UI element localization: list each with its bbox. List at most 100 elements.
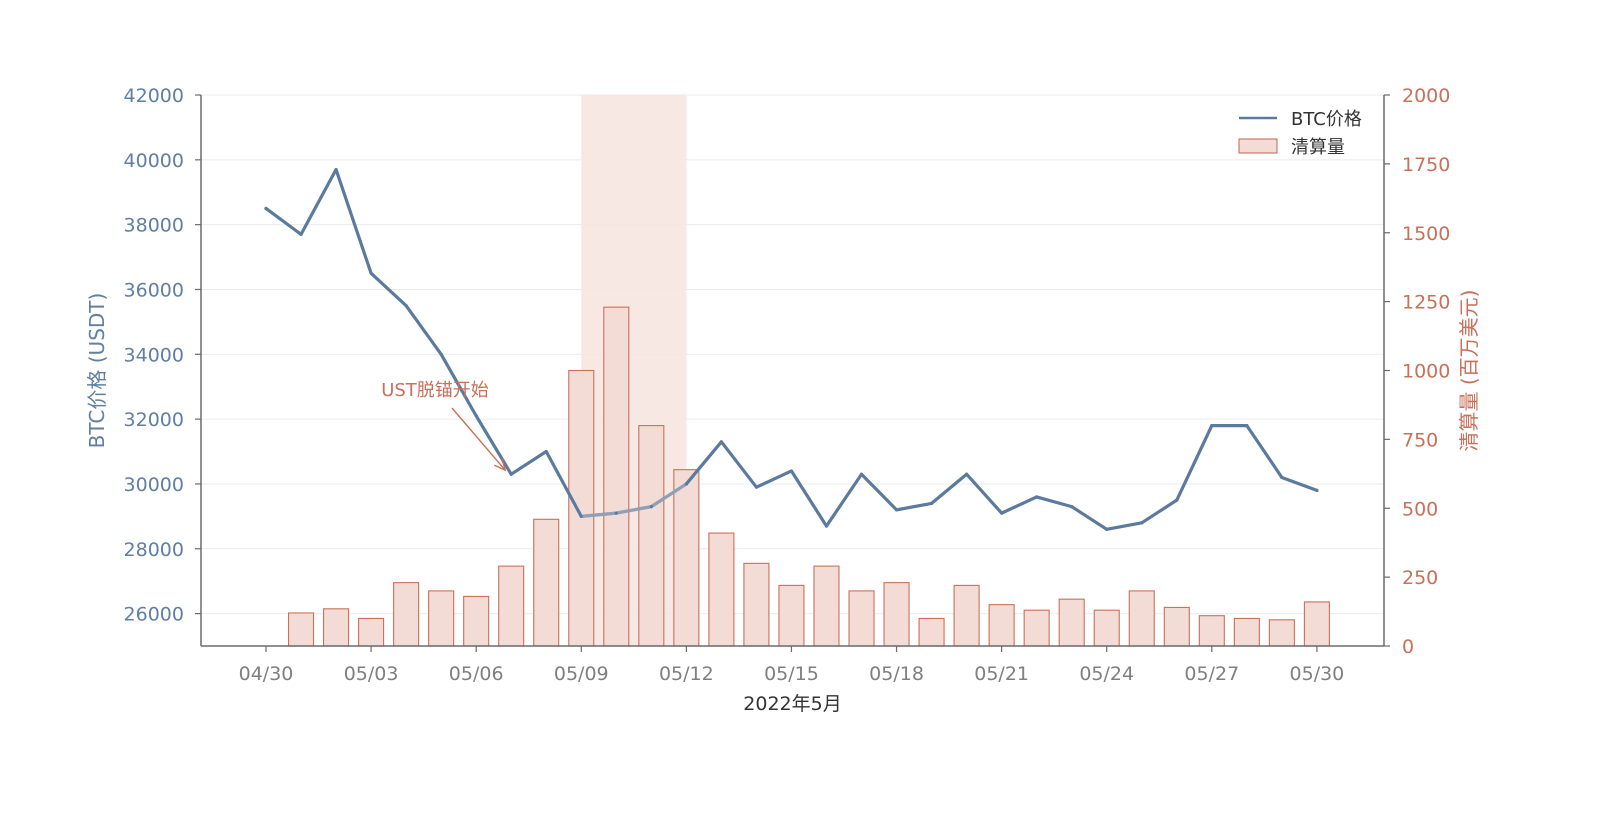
btc-price-point — [965, 472, 969, 476]
y-axis-left-title: BTC价格 (USDT) — [85, 293, 109, 449]
right-tick-label: 250 — [1402, 567, 1438, 589]
x-axis-title: 2022年5月 — [743, 693, 841, 715]
liquidation-bar — [533, 518, 560, 647]
liquidation-bar — [988, 604, 1015, 647]
btc-price-point — [719, 440, 723, 444]
x-tick-label: 05/12 — [659, 663, 714, 685]
legend-bar-swatch — [1238, 138, 1278, 154]
annotation-label: UST脱锚开始 — [381, 380, 489, 401]
legend-label-btc: BTC价格 — [1291, 109, 1362, 130]
btc-price-point — [439, 352, 443, 356]
liquidation-bar — [1163, 606, 1190, 647]
btc-price-point — [299, 232, 303, 236]
liquidation-bar — [323, 608, 350, 647]
btc-price-point — [579, 514, 583, 518]
liquidation-bar — [673, 469, 700, 647]
liquidation-bar — [498, 565, 525, 647]
btc-price-point — [1035, 495, 1039, 499]
right-tick-label: 1000 — [1402, 361, 1450, 383]
right-tick-label: 1750 — [1402, 154, 1450, 176]
btc-price-point — [509, 472, 513, 476]
btc-price-point — [929, 501, 934, 505]
btc-price-point — [404, 304, 408, 308]
liquidation-bar — [883, 582, 910, 647]
liquidation-bar — [708, 532, 735, 647]
x-tick-label: 05/15 — [764, 663, 819, 685]
btc-price-point — [544, 449, 548, 454]
liquidation-bar — [287, 612, 315, 647]
liquidation-bar — [393, 582, 420, 647]
liquidation-bar — [953, 584, 980, 647]
annotation-arrow-shaft — [451, 407, 506, 471]
liquidation-bar — [463, 595, 490, 647]
btc-price-point — [334, 167, 338, 172]
btc-price-point — [1245, 424, 1249, 428]
liquidation-bar — [1198, 615, 1225, 647]
left-tick-label: 32000 — [124, 409, 184, 431]
x-tick-label: 05/30 — [1290, 663, 1345, 685]
annotation-arrow-head — [493, 458, 507, 472]
liquidation-bar — [1268, 619, 1295, 647]
x-tick-label: 04/30 — [239, 663, 294, 685]
left-tick-label: 30000 — [124, 474, 184, 496]
right-tick-label: 1250 — [1402, 292, 1450, 314]
btc-price-point — [684, 482, 688, 486]
liquidation-bar — [743, 562, 770, 647]
btc-price-point — [1280, 475, 1284, 480]
x-tick-label: 05/21 — [974, 663, 1029, 685]
btc-price-point — [859, 472, 864, 476]
btc-price-point — [369, 271, 373, 275]
btc-price-point — [474, 414, 478, 418]
liquidation-bar — [848, 590, 875, 647]
right-tick-label: 500 — [1402, 498, 1438, 520]
btc-price-point — [824, 524, 829, 528]
btc-price-point — [1000, 511, 1004, 515]
btc-price-line-highlight-overlay — [581, 482, 688, 518]
highlight-span — [581, 95, 687, 646]
left-tick-label: 38000 — [124, 215, 184, 237]
right-tick-label: 2000 — [1402, 85, 1450, 107]
liquidation-bar — [1093, 609, 1120, 647]
liquidation-bar — [1128, 590, 1155, 647]
right-tick-label: 1500 — [1402, 223, 1450, 245]
left-tick-label: 34000 — [124, 344, 184, 366]
left-tick-label: 26000 — [124, 604, 184, 626]
liquidation-bar — [358, 617, 385, 647]
liquidation-bar — [1303, 601, 1330, 647]
btc-price-point — [1315, 488, 1319, 493]
btc-price-point — [1210, 424, 1214, 428]
liquidation-bar — [813, 565, 840, 647]
liquidation-bar — [638, 425, 665, 647]
right-tick-label: 0 — [1402, 636, 1414, 658]
btc-price-point — [264, 206, 268, 211]
btc-price-point — [1140, 521, 1144, 525]
btc-price-point — [614, 511, 618, 515]
liquidation-bar — [568, 369, 595, 647]
btc-price-point — [789, 469, 794, 473]
btc-price-line — [264, 167, 1319, 531]
liquidation-bar — [1058, 598, 1085, 647]
x-tick-label: 05/27 — [1184, 663, 1239, 685]
btc-price-point — [1070, 505, 1074, 509]
x-tick-label: 05/09 — [554, 663, 609, 685]
y-axis-right-title: 清算量 (百万美元) — [1457, 290, 1481, 452]
left-tick-label: 42000 — [124, 85, 184, 107]
right-tick-label: 750 — [1402, 429, 1438, 451]
liquidation-bar — [603, 306, 630, 647]
btc-price-point — [894, 508, 899, 512]
btc-price-point — [1175, 498, 1179, 502]
btc-price-point — [754, 485, 759, 489]
btc-price-point — [1105, 527, 1109, 531]
x-tick-label: 05/03 — [344, 663, 399, 685]
liquidation-bar — [1023, 609, 1050, 647]
x-tick-label: 05/06 — [449, 663, 504, 685]
liquidation-bar — [918, 617, 945, 647]
legend-label-liquidation: 清算量 — [1291, 137, 1345, 158]
x-tick-label: 05/18 — [869, 663, 924, 685]
liquidation-bar — [778, 584, 805, 647]
left-tick-label: 36000 — [124, 279, 184, 301]
x-tick-label: 05/24 — [1079, 663, 1134, 685]
left-tick-label: 40000 — [124, 150, 184, 172]
